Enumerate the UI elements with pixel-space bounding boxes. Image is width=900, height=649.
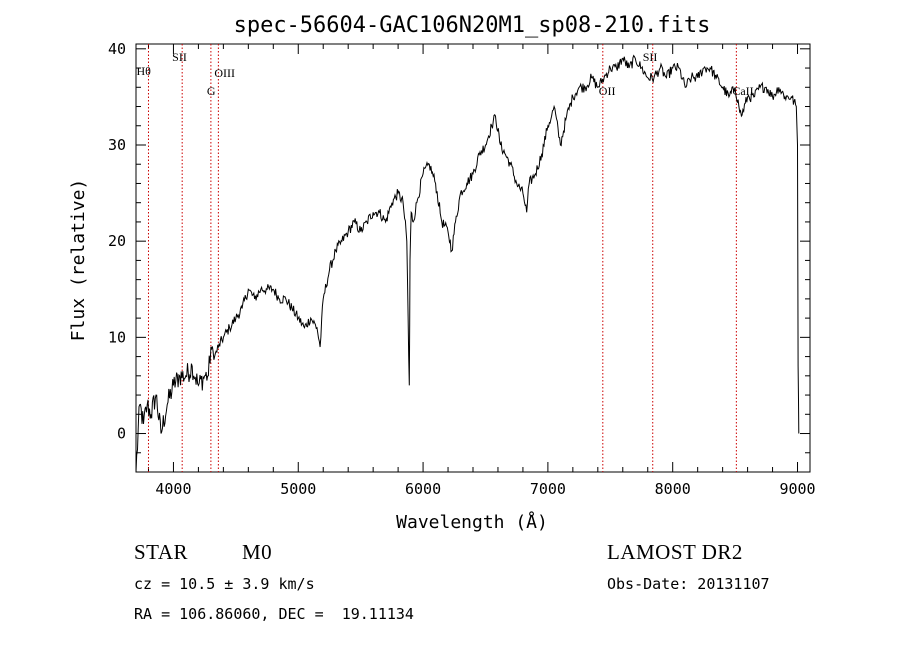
x-tick-label: 8000 (655, 480, 691, 498)
survey-name: LAMOST DR2 (607, 540, 743, 564)
x-tick-label: 7000 (530, 480, 566, 498)
x-tick-label: 9000 (779, 480, 815, 498)
x-tick-label: 4000 (155, 480, 191, 498)
chart-title: spec-56604-GAC106N20M1_sp08-210.fits (234, 13, 711, 38)
spectrum-chart: spec-56604-GAC106N20M1_sp08-210.fits 400… (68, 13, 816, 533)
object-subclass: M0 (242, 540, 273, 564)
feature-label: G (207, 84, 216, 98)
y-axis-label: Flux (relative) (68, 179, 89, 342)
axis-ticks: 4000 5000 6000 7000 8000 9000 0 10 20 30 40 (108, 40, 816, 498)
x-tick-label: 5000 (280, 480, 316, 498)
obs-date-text: Obs-Date: 20131107 (607, 575, 770, 593)
y-tick-label: 0 (117, 425, 126, 443)
y-tick-label: 10 (108, 328, 126, 346)
x-tick-label: 6000 (405, 480, 441, 498)
object-class: STAR (134, 540, 188, 564)
feature-label: SII (643, 50, 658, 64)
feature-label: SII (172, 50, 187, 64)
spectrum-line (135, 54, 800, 473)
radec-text: RA = 106.86060, DEC = 19.11134 (134, 605, 414, 623)
y-tick-label: 40 (108, 40, 126, 58)
feature-label: OII (599, 84, 616, 98)
y-tick-label: 30 (108, 136, 126, 154)
feature-label: Hθ (136, 64, 151, 78)
y-tick-label: 20 (108, 232, 126, 250)
redshift-text: cz = 10.5 ± 3.9 km/s (134, 575, 315, 593)
x-axis-label: Wavelength (Å) (396, 511, 548, 533)
feature-label: OIII (214, 66, 235, 80)
plot-frame (135, 43, 811, 473)
